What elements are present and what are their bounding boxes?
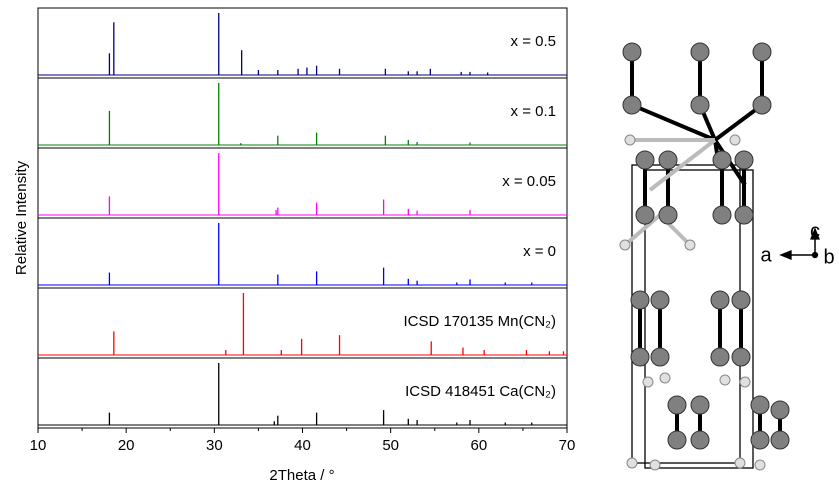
light-atoms (619, 134, 766, 471)
series-label: x = 0.05 (502, 173, 556, 190)
a-arrowhead (779, 250, 792, 260)
x-tick-label: 70 (559, 437, 576, 454)
series-label: x = 0.1 (511, 103, 556, 120)
b-label: b (823, 246, 834, 268)
c-arrowhead (810, 227, 820, 240)
x-tick-label: 30 (206, 437, 223, 454)
x-tick-label: 20 (118, 437, 135, 454)
x-axis-label: 2Theta / ° (269, 467, 334, 484)
c-label: c (810, 220, 820, 242)
atoms (622, 42, 790, 450)
series-label: x = 0.5 (511, 33, 556, 50)
a-label: a (760, 244, 772, 266)
plot: 10 20 30 40 50 60 70 x = 0.5 x = 0.1 x = 0.05 x = … (30, 7, 576, 454)
series-label: ICSD 170135 Mn(CN₂) (403, 313, 556, 330)
series-label: x = 0 (523, 243, 556, 260)
x-tick-label: 10 (30, 437, 47, 454)
x-tick-label: 50 (382, 437, 399, 454)
x-tick-label: 40 (294, 437, 311, 454)
x-tick-label: 60 (470, 437, 487, 454)
series-label: ICSD 418451 Ca(CN₂) (405, 383, 556, 400)
y-axis-label: Relative Intensity (13, 160, 30, 275)
crystal-structure (619, 42, 820, 471)
b-axis (811, 251, 819, 259)
unit-cell-back (644, 169, 754, 469)
